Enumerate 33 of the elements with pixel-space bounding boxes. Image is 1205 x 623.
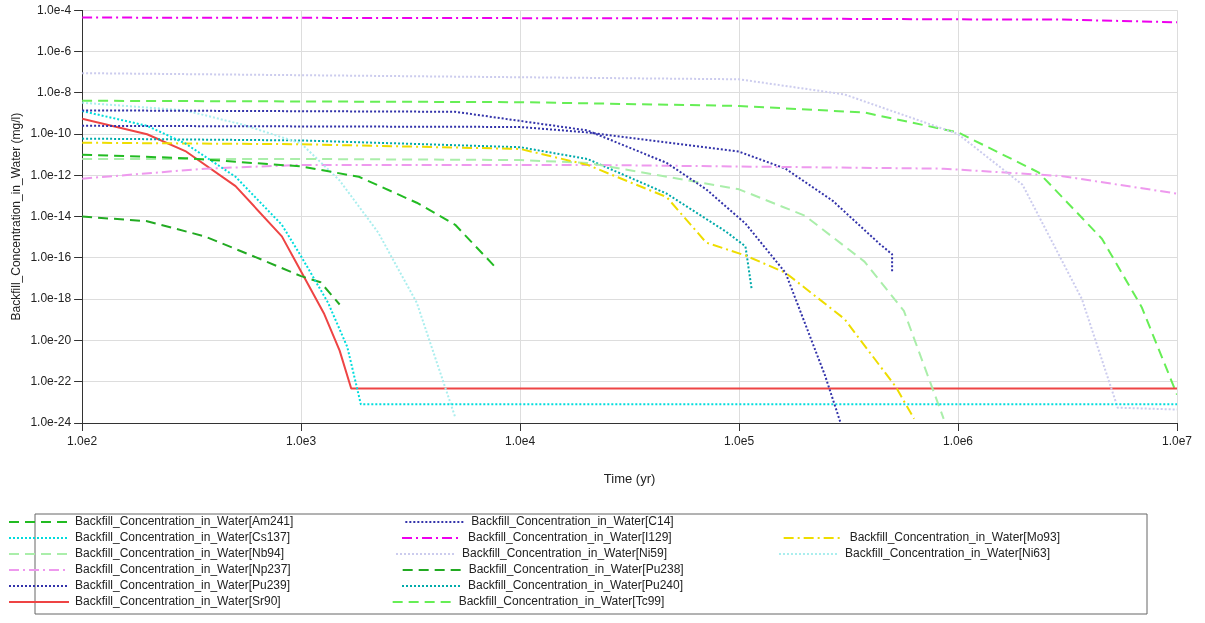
legend-label: Backfill_Concentration_in_Water[Pu240] — [468, 578, 792, 593]
y-axis-title: Backfill_Concentration_in_Water (mg/l) — [8, 112, 23, 321]
legend-label: Backfill_Concentration_in_Water[Np237] — [75, 562, 399, 577]
legend-label: Backfill_Concentration_in_Water[Ni63] — [844, 546, 1158, 561]
x-tick-label: 1.0e4 — [505, 433, 536, 448]
legend-label: Backfill_Concentration_in_Water[Ni59] — [462, 546, 775, 561]
x-tick-label: 1.0e5 — [724, 433, 755, 448]
legend-label: Backfill_Concentration_in_Water[Tc99] — [458, 594, 773, 609]
y-tick-label: 1.0e-10 — [30, 126, 72, 141]
x-tick-label: 1.0e6 — [943, 433, 974, 448]
legend-label: Backfill_Concentration_in_Water[Pu239] — [75, 578, 399, 593]
y-tick-label: 1.0e-24 — [30, 415, 72, 430]
y-tick-label: 1.0e-14 — [30, 208, 72, 223]
y-tick-label: 1.0e-16 — [30, 250, 72, 265]
x-tick-label: 1.0e2 — [67, 433, 98, 448]
legend-label: Backfill_Concentration_in_Water[Pu238] — [468, 562, 792, 577]
y-tick-label: 1.0e-4 — [37, 2, 72, 17]
legend-label: Backfill_Concentration_in_Water[Am241] — [75, 514, 402, 529]
x-tick-label: 1.0e3 — [286, 433, 317, 448]
legend-label: Backfill_Concentration_in_Water[C14] — [471, 514, 782, 529]
y-tick-label: 1.0e-22 — [30, 374, 72, 389]
legend-label: Backfill_Concentration_in_Water[Nb94] — [75, 546, 392, 561]
y-tick-label: 1.0e-18 — [30, 291, 72, 306]
y-tick-label: 1.0e-20 — [30, 332, 72, 347]
y-tick-label: 1.0e-6 — [37, 43, 72, 58]
legend-label: Backfill_Concentration_in_Water[Mo93] — [849, 530, 1168, 545]
legend-label: Backfill_Concentration_in_Water[Cs137] — [75, 530, 398, 545]
legend-label: Backfill_Concentration_in_Water[Sr90] — [75, 594, 389, 609]
x-axis-title: Time (yr) — [603, 470, 656, 486]
legend-label: Backfill_Concentration_in_Water[I129] — [468, 530, 780, 545]
y-tick-label: 1.0e-12 — [30, 167, 72, 182]
x-tick-label: 1.0e7 — [1161, 433, 1193, 448]
y-tick-label: 1.0e-8 — [37, 85, 72, 100]
